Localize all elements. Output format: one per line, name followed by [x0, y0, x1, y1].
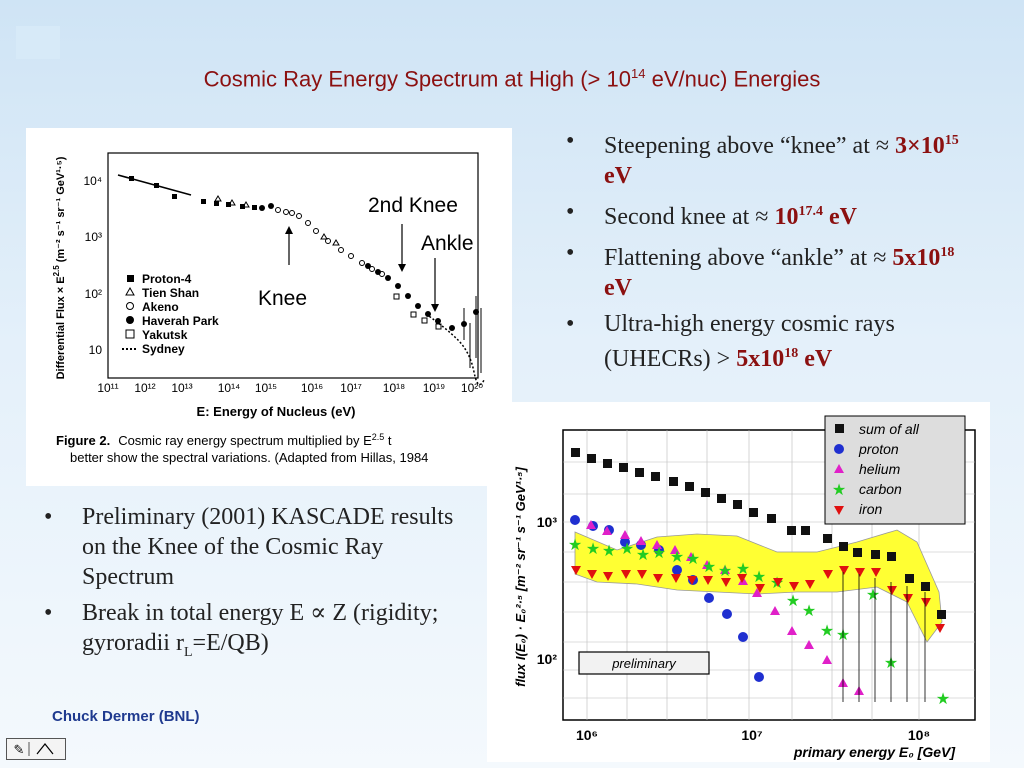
fig1-ytick: 10 — [89, 343, 103, 357]
fig1-xtick: 10¹¹ — [97, 381, 118, 395]
fig2-series-helium — [586, 520, 864, 695]
fig1-xtick: 10²⁰ — [461, 381, 483, 395]
svg-text:★: ★ — [866, 587, 880, 604]
title-text: Cosmic Ray Energy Spectrum at High (> 10 — [203, 66, 631, 92]
bullet-kascade: • Preliminary (2001) KASCADE results on t… — [44, 504, 454, 590]
fig1-knee-label: Knee — [258, 287, 307, 310]
left-bullet-list: • Preliminary (2001) KASCADE results on t… — [44, 502, 474, 674]
svg-text:★: ★ — [786, 593, 800, 610]
svg-text:★: ★ — [802, 603, 816, 620]
fig2-series-sum — [571, 448, 946, 619]
slide-nav-button[interactable]: ✎ — [6, 738, 66, 760]
pen-icon: ✎ — [14, 742, 25, 757]
fig1-xtick: 10¹³ — [171, 381, 192, 395]
fig1-ylabel: Differential Flux × E2.5(m⁻² s⁻¹ sr⁻¹ Ge… — [52, 156, 67, 379]
svg-text:Tien Shan: Tien Shan — [142, 286, 199, 300]
bullet-dot: • — [566, 128, 575, 154]
svg-text:Haverah Park: Haverah Park — [142, 314, 219, 328]
svg-text:Proton-4: Proton-4 — [142, 272, 192, 286]
fig1-xtick: 10¹⁹ — [423, 381, 445, 395]
bullet-dot: • — [566, 311, 575, 337]
menu-arrow-icon — [36, 743, 54, 755]
svg-text:★: ★ — [670, 549, 684, 566]
author-name: Chuck Dermer (BNL) — [52, 708, 200, 725]
svg-text:iron: iron — [859, 501, 883, 517]
bullet-dot: • — [44, 504, 53, 530]
fig1-xtick: 10¹⁷ — [340, 381, 362, 395]
bullet-knee: • Steepening above “knee” at ≈ 3×1015 eV — [566, 128, 959, 189]
fig1-second-knee-label: 2nd Knee — [368, 194, 458, 217]
fig1-xtick: 10¹² — [134, 381, 155, 395]
fig1-ytick: 10³ — [85, 230, 102, 244]
fig2-ylabel: flux I(E₀) · E₀²·⁵ [m⁻² sr⁻¹ s⁻¹ GeV¹·⁵] — [513, 466, 528, 686]
bullet-dot: • — [566, 199, 575, 225]
svg-text:★: ★ — [568, 537, 582, 554]
svg-text:★: ★ — [602, 543, 616, 560]
fig2-series-iron — [571, 566, 945, 633]
svg-text:★: ★ — [832, 482, 846, 499]
fig2-ytick: 10² — [537, 651, 558, 667]
svg-text:Akeno: Akeno — [142, 300, 179, 314]
svg-text:★: ★ — [620, 541, 634, 558]
bullet-uhecr: • Ultra-high energy cosmic rays (UHECRs) … — [566, 311, 895, 372]
fig2-preliminary-badge: preliminary — [611, 656, 677, 671]
svg-text:★: ★ — [652, 545, 666, 562]
fig1-caption-line2: better show the spectral variations. (Ad… — [70, 450, 428, 465]
svg-text:★: ★ — [686, 551, 700, 568]
fig1-legend: Proton-4 Tien Shan Akeno Haverah Park Ya… — [122, 272, 219, 356]
svg-text:★: ★ — [718, 563, 732, 580]
svg-text:★: ★ — [586, 541, 600, 558]
bullet-ankle: • Flattening above “ankle” at ≈ 5x1018 eV — [566, 240, 955, 301]
slide-title: Cosmic Ray Energy Spectrum at High (> 10… — [0, 66, 1024, 92]
fig2-xlabel: primary energy E₀ [GeV] — [793, 744, 956, 760]
fig1-ytick: 10⁴ — [83, 174, 102, 188]
fig1-xlabel: E: Energy of Nucleus (eV) — [197, 404, 356, 419]
bullet-dot: • — [44, 600, 53, 626]
svg-text:★: ★ — [702, 559, 716, 576]
fig1-points — [129, 176, 274, 211]
svg-text:★: ★ — [936, 691, 950, 708]
bullet-second-knee: • Second knee at ≈ 1017.4 eV — [566, 199, 857, 230]
title-superscript: 14 — [631, 66, 646, 81]
svg-text:sum of all: sum of all — [859, 421, 920, 437]
svg-text:★: ★ — [636, 547, 650, 564]
bullet-dot: • — [566, 240, 575, 266]
figure-hillas-spectrum: 10⁴ 10³ 10² 10 10¹¹ 10¹² 10¹³ 10¹⁴ 10¹⁵ … — [26, 128, 512, 486]
svg-text:★: ★ — [820, 623, 834, 640]
fig2-legend: sum of all proton helium ★ carbon iron — [832, 421, 920, 517]
fig1-xtick: 10¹⁸ — [383, 381, 405, 395]
fig1-ytick: 10² — [85, 287, 102, 301]
bullet-break: • Break in total energy E ∝ Z (rigidity; … — [44, 600, 439, 660]
fig1-xtick: 10¹⁶ — [301, 381, 323, 395]
fig2-ytick: 10³ — [537, 514, 558, 530]
svg-text:proton: proton — [858, 441, 899, 457]
figure-kascade: ★★★★ ★★★★ ★★★★ ★★★★ ★★★★ preliminary sum… — [487, 402, 990, 762]
corner-box — [16, 26, 60, 59]
right-bullet-list: • Steepening above “knee” at ≈ 3×1015 eV … — [566, 126, 986, 380]
svg-text:helium: helium — [859, 461, 901, 477]
fig2-xtick: 10⁶ — [576, 727, 598, 743]
fig1-caption: Figure 2. Cosmic ray energy spectrum mult… — [56, 432, 392, 448]
fig2-xtick: 10⁸ — [908, 727, 930, 743]
fig1-ankle-label: Ankle — [421, 232, 474, 255]
svg-text:★: ★ — [752, 569, 766, 586]
svg-text:Yakutsk: Yakutsk — [142, 328, 188, 342]
svg-text:carbon: carbon — [859, 481, 902, 497]
fig1-xtick: 10¹⁵ — [255, 381, 277, 395]
svg-text:★: ★ — [736, 561, 750, 578]
fig1-xtick: 10¹⁴ — [218, 381, 241, 395]
fig2-xtick: 10⁷ — [741, 727, 763, 743]
title-text-end: eV/nuc) Energies — [645, 66, 821, 92]
svg-text:Sydney: Sydney — [142, 342, 185, 356]
